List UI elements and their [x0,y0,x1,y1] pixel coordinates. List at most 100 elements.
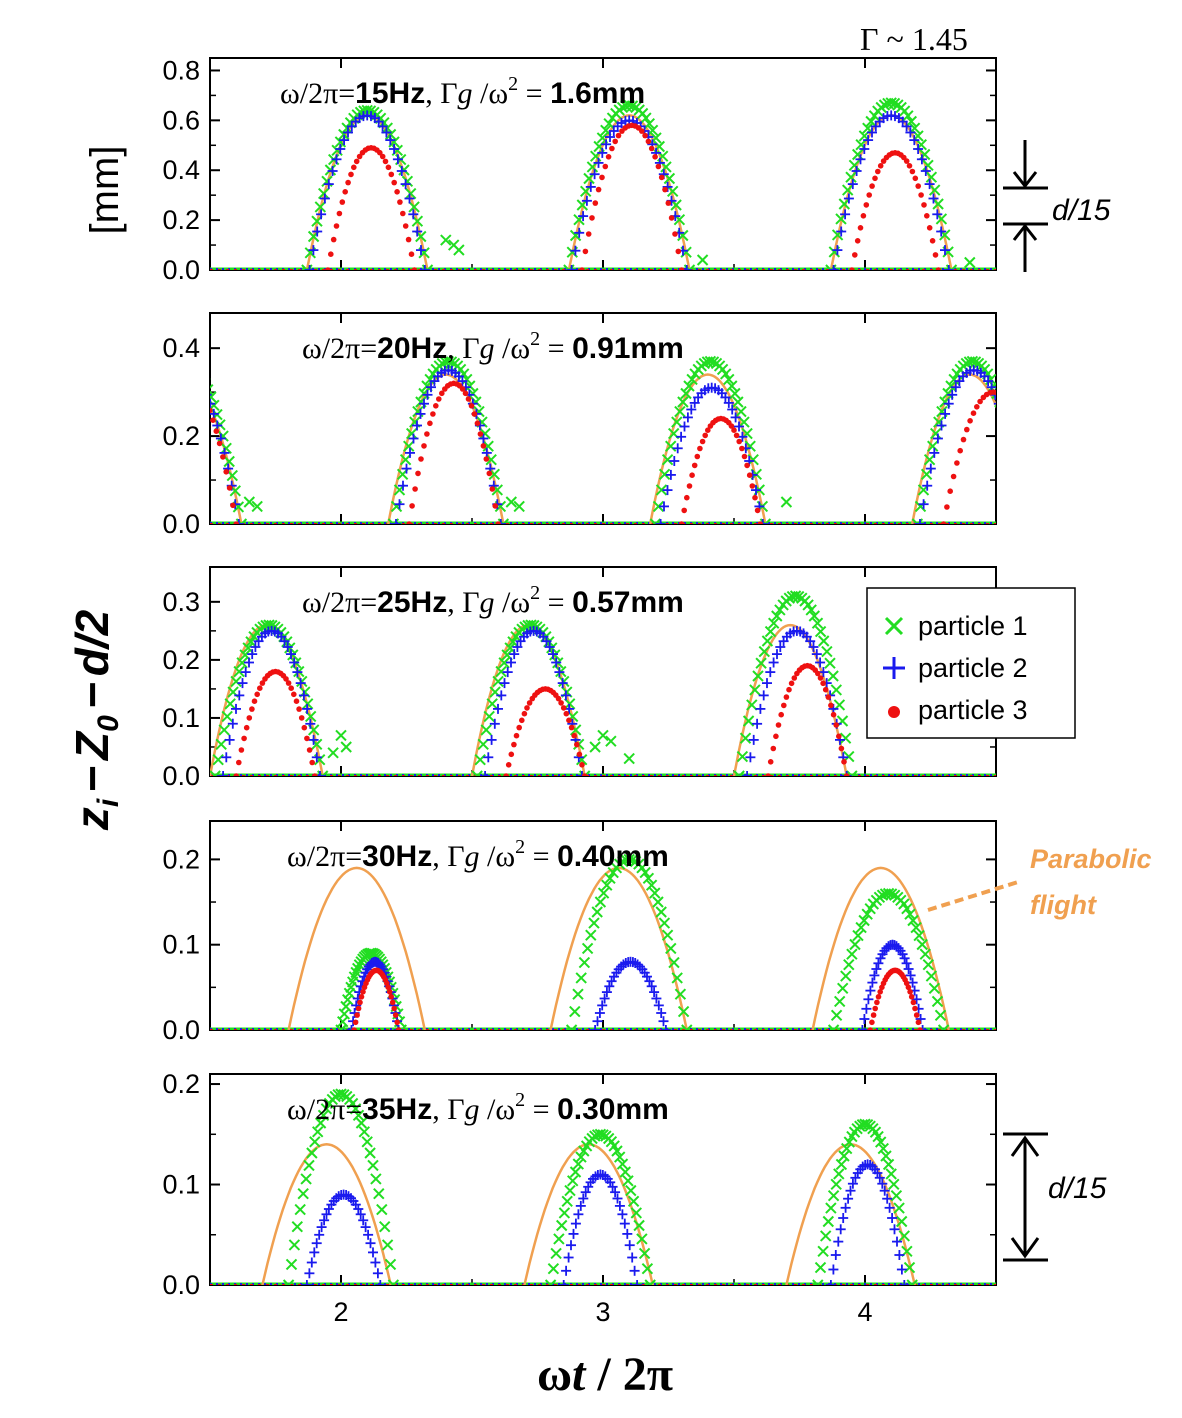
marker-stroke [835,1158,848,1171]
marker-stroke [157,392,167,402]
marker-particle-2 [392,154,403,165]
scale-bottom-arrowhead-upper [1010,1135,1040,1157]
marker-stroke [821,645,833,658]
marker-particle-3 [645,138,652,145]
marker-stroke [872,1130,884,1143]
y-tick-label: 0.4 [162,155,200,185]
marker-particle-3 [957,447,963,454]
y-tick-label: 0.2 [162,205,200,235]
marker-stroke [902,110,914,122]
parabolic-flight-annotation: Parabolic flight [927,844,1152,920]
marker-particle-1 [698,357,711,370]
marker-particle-1 [633,1219,645,1232]
marker-particle-3 [689,472,695,479]
marker-stroke [885,97,897,109]
parabolic-flight-label-line1: Parabolic [1030,844,1152,874]
marker-stroke [677,229,689,242]
marker-particle-1 [821,645,833,658]
marker-stroke [233,665,245,678]
marker-particle-1 [575,972,587,984]
marker-stroke [317,187,330,200]
marker-stroke [861,908,873,920]
y-tick-label: 0.1 [162,930,200,960]
marker-particle-2 [917,1025,928,1030]
marker-stroke [877,1142,890,1155]
marker-stroke [229,485,242,497]
marker-particle-2 [312,226,323,237]
marker-particle-2 [343,127,353,138]
marker-particle-3 [752,494,758,501]
marker-particle-3 [408,251,415,257]
marker-stroke [1022,519,1032,529]
marker-particle-2 [835,1224,846,1235]
marker-particle-3 [241,735,247,742]
marker-particle-2 [632,1280,643,1285]
marker-particle-1 [317,1109,330,1122]
y-tick-label: 0.0 [162,509,200,539]
marker-particle-2 [480,771,491,776]
marker-particle-1 [558,1207,571,1219]
marker-particle-2 [607,1181,618,1192]
marker-particle-3 [849,267,855,270]
marker-stroke [145,431,155,441]
marker-stroke [668,956,680,969]
marker-particle-2 [419,398,429,409]
marker-particle-2 [605,1177,616,1188]
marker-particle-2 [309,1247,320,1258]
panel-title: ω/2π=25Hz, Γg /ω2 = 0.57mm [302,582,684,619]
marker-particle-2 [566,265,577,270]
marker-stroke [583,770,591,776]
marker-stroke [666,185,679,198]
marker-particle-2 [772,649,782,660]
marker-particle-2 [593,157,604,168]
marker-stroke [336,1015,349,1028]
marker-particle-2 [832,245,843,256]
marker-particle-3 [702,432,708,439]
marker-particle-3 [386,989,393,995]
marker-particle-3 [304,735,310,742]
marker-stroke [139,457,149,467]
marker-particle-1 [907,914,919,927]
marker-stroke [839,732,852,744]
marker-stroke [210,391,217,400]
marker-particle-3 [905,984,912,991]
marker-particle-1 [622,1175,634,1187]
marker-particle-2 [370,1257,381,1268]
marker-particle-2 [614,1200,625,1211]
marker-particle-3 [301,724,308,731]
marker-particle-2 [660,1025,671,1030]
y-tick-label: 0.3 [162,587,200,617]
marker-stroke [591,906,603,918]
marker-stroke [501,649,513,661]
marker-particle-1 [885,1168,897,1180]
marker-particle-2 [177,366,187,376]
panel-title-part: 2 [530,582,540,604]
marker-stroke [739,732,752,744]
marker-particle-1 [845,171,857,183]
marker-particle-1 [327,747,339,759]
marker-particle-2 [622,1228,633,1239]
marker-particle-2 [925,463,936,474]
marker-particle-3 [854,238,861,244]
marker-particle-3 [699,438,706,445]
marker-particle-3 [293,698,300,704]
marker-particle-2 [590,1171,601,1182]
marker-stroke [408,201,420,213]
panel-title: ω/2π=30Hz, Γg /ω2 = 0.40mm [287,836,669,873]
marker-particle-1 [297,1187,309,1200]
y-tick-label: 0.0 [162,255,200,285]
marker-stroke [160,385,170,395]
marker-particle-3 [954,460,960,466]
marker-particle-3 [869,1019,875,1026]
marker-particle-1 [817,1245,829,1258]
marker-particle-1 [1022,519,1032,529]
panel-title-part: ω/2π= [280,77,355,110]
marker-particle-2 [727,404,738,415]
marker-particle-2 [335,144,346,154]
marker-particle-1 [474,753,486,766]
marker-particle-3 [665,200,672,206]
marker-particle-2 [877,1178,888,1189]
marker-particle-3 [658,174,665,181]
marker-stroke [939,229,951,241]
marker-particle-3 [233,521,239,524]
